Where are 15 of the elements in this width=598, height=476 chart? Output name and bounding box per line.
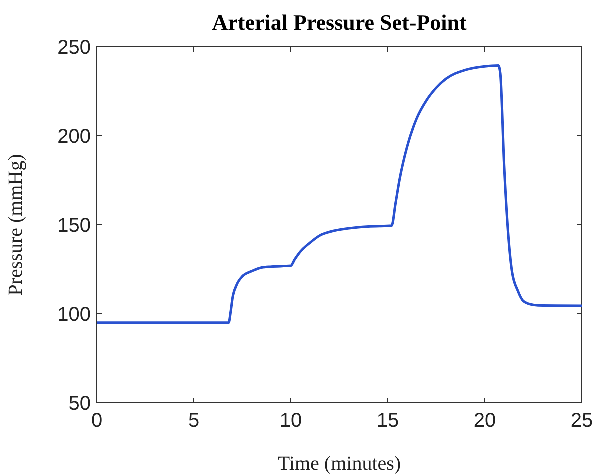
y-tick-label: 100: [58, 304, 91, 326]
x-tick-label: 15: [376, 410, 400, 432]
x-tick-label: 10: [280, 410, 302, 432]
x-axis-title: Time (minutes): [278, 453, 402, 475]
x-tick-label: 20: [474, 410, 496, 432]
line-series: [96, 64, 584, 324]
x-tick-label: 25: [570, 410, 594, 432]
y-tick-label: 50: [68, 393, 91, 415]
x-tick-label: 5: [188, 410, 200, 432]
y-tick-label: 150: [58, 215, 91, 237]
y-tick-label: 200: [58, 126, 91, 148]
y-tick-label: 250: [58, 37, 91, 59]
y-axis-title: Pressure (mmHg): [5, 154, 27, 296]
chart-title: Arterial Pressure Set-Point: [212, 10, 468, 35]
x-tick-label: 0: [91, 410, 103, 432]
